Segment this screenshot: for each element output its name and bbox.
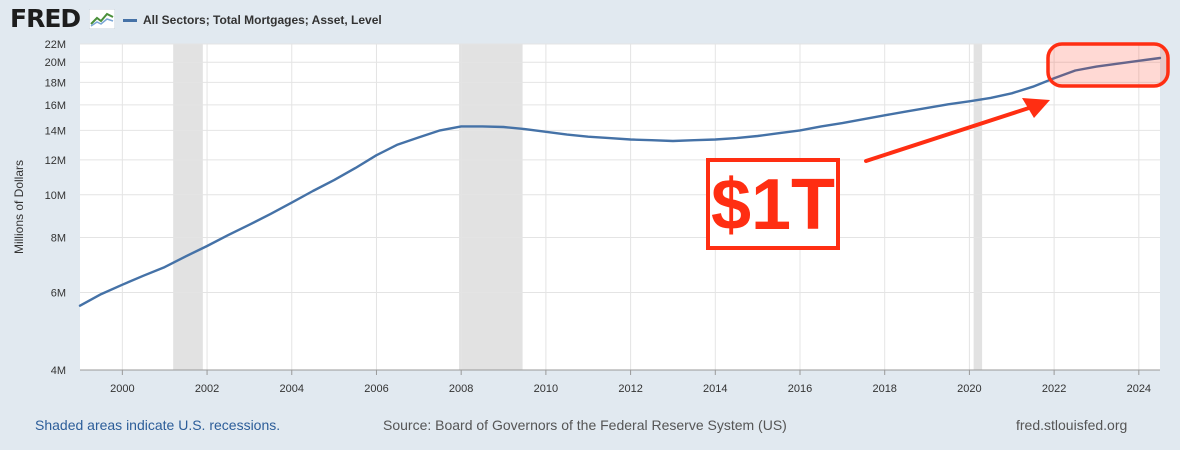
annotation-box: $1T: [706, 158, 840, 250]
y-tick-label: 16M: [45, 100, 66, 112]
source-note: Source: Board of Governors of the Federa…: [383, 417, 787, 433]
recession-band: [973, 44, 983, 370]
x-tick-label: 2004: [280, 383, 304, 395]
annotation-arrow: [864, 105, 1034, 163]
y-tick-label: 10M: [45, 190, 66, 202]
x-tick-label: 2008: [449, 383, 473, 395]
y-tick-label: 8M: [51, 232, 66, 244]
x-tick-label: 2000: [110, 383, 134, 395]
y-axis: 4M 6M 8M 10M 12M 14M 16M 18M 20M 22M Millions of D…: [12, 39, 66, 377]
recession-band: [459, 44, 523, 370]
plot-area: [80, 44, 1160, 370]
x-tick-label: 2010: [534, 383, 558, 395]
y-tick-label: 14M: [45, 125, 66, 137]
y-axis-title: Millions of Dollars: [12, 160, 26, 254]
x-tick-label: 2006: [364, 383, 388, 395]
y-tick-label: 4M: [51, 365, 66, 377]
highlight-box: [1046, 42, 1170, 88]
legend-label: All Sectors; Total Mortgages; Asset, Lev…: [143, 13, 382, 27]
y-tick-label: 18M: [45, 77, 66, 89]
y-tick-label: 6M: [51, 287, 66, 299]
recession-shading: [173, 44, 983, 370]
line-chart[interactable]: 4M 6M 8M 10M 12M 14M 16M 18M 20M 22M Millions of D…: [0, 30, 1180, 410]
y-tick-label: 20M: [45, 57, 66, 69]
x-tick-label: 2022: [1042, 383, 1066, 395]
line-chart-icon: [89, 9, 115, 29]
x-tick-label: 2012: [618, 383, 642, 395]
y-tick-label: 12M: [45, 155, 66, 167]
annotation-text: $1T: [710, 165, 836, 245]
x-tick-label: 2020: [957, 383, 981, 395]
x-tick-label: 2016: [788, 383, 812, 395]
site-link[interactable]: fred.stlouisfed.org: [1016, 417, 1128, 433]
x-tick-label: 2002: [195, 383, 219, 395]
x-tick-label: 2014: [703, 383, 727, 395]
chart-header: FRED All Sectors; Total Mortgages; Asset…: [0, 0, 1180, 38]
plot-background: [80, 44, 1160, 370]
legend-swatch: [123, 19, 137, 22]
fred-logo[interactable]: FRED: [10, 4, 81, 33]
arrow-head: [1022, 98, 1050, 118]
gridlines: [80, 43, 1160, 371]
series-line: [78, 56, 1162, 307]
annotation-layer: [864, 42, 1170, 163]
x-axis: 2000 2002 2004 2006 2008 2010 2012 2014 2016 2018…: [80, 369, 1160, 395]
recession-note[interactable]: Shaded areas indicate U.S. recessions.: [35, 417, 281, 433]
series-layer: [78, 56, 1162, 307]
x-tick-label: 2018: [872, 383, 896, 395]
y-tick-label: 22M: [45, 39, 66, 51]
x-tick-label: 2024: [1127, 383, 1151, 395]
recession-band: [173, 44, 203, 370]
